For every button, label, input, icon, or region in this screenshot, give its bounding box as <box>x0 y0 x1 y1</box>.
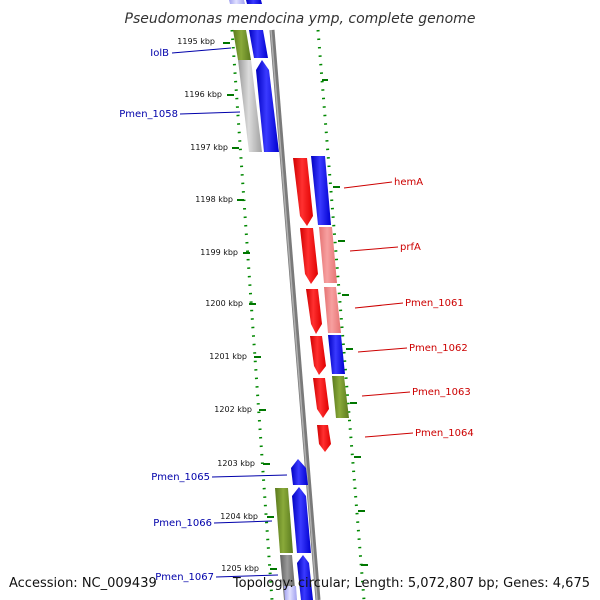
gene-pmen1061-pink[interactable] <box>324 287 341 333</box>
gene-label-hema[interactable]: hemA <box>394 177 423 188</box>
leader-line <box>171 47 232 54</box>
genome-backbone <box>269 29 321 600</box>
tick-label: 1198 kbp <box>195 195 233 204</box>
left-ruler-line <box>230 29 274 600</box>
leader-line <box>179 111 241 115</box>
tick-label: 1195 kbp <box>177 37 215 46</box>
gene-arrow-blue[interactable] <box>229 0 245 4</box>
tick-label: 1202 kbp <box>214 405 252 414</box>
tick-label: 1196 kbp <box>184 90 222 99</box>
tick-label: 1199 kbp <box>200 248 238 257</box>
gene-label-pmen1064[interactable]: Pmen_1064 <box>415 428 474 439</box>
gene-hema-red[interactable] <box>293 158 313 226</box>
right-ruler-line <box>316 29 366 600</box>
gene-label-pmen1062[interactable]: Pmen_1062 <box>409 343 468 354</box>
gene-pmen1067-light[interactable] <box>284 586 297 600</box>
gene-label-pmen1058[interactable]: Pmen_1058 <box>119 109 178 120</box>
gene-pmen1058-gray[interactable] <box>238 60 262 152</box>
left-leader-lines <box>171 47 288 578</box>
leader-line <box>343 181 393 189</box>
gene-hema-blue[interactable] <box>311 156 331 225</box>
gene-pmen1061-red[interactable] <box>306 289 322 334</box>
gene-label-iolb[interactable]: IolB <box>150 48 169 59</box>
leader-line <box>349 246 399 252</box>
gene-prfa-red[interactable] <box>300 228 318 284</box>
leader-line <box>354 302 404 309</box>
right-tick-marks <box>322 79 368 566</box>
gene-pmen1066-blue[interactable] <box>292 487 311 553</box>
leader-line <box>213 520 273 524</box>
gene-iolb-olive[interactable] <box>233 30 251 60</box>
gene-pmen1058-blue[interactable] <box>256 60 279 152</box>
gene-pmen1066-olive[interactable] <box>275 488 293 553</box>
gene-pmen1062-red[interactable] <box>310 336 326 375</box>
gene-label-pmen1067[interactable]: Pmen_1067 <box>155 572 214 583</box>
gene-label-pmen1066[interactable]: Pmen_1066 <box>153 518 212 529</box>
gene-pmen1065-blue[interactable] <box>291 459 308 485</box>
gene-pmen1063-olive[interactable] <box>332 376 349 418</box>
gene-label-pmen1063[interactable]: Pmen_1063 <box>412 387 471 398</box>
gene-pmen1064-red[interactable] <box>317 425 331 452</box>
leader-line <box>215 574 279 578</box>
gene-prfa-pink[interactable] <box>319 227 337 283</box>
genome-title: Pseudomonas mendocina ymp, complete geno… <box>125 11 476 27</box>
gene-pmen1062-blue[interactable] <box>328 335 345 374</box>
gene-label-prfa[interactable]: prfA <box>400 242 421 253</box>
leader-line <box>364 432 414 438</box>
accession-text: Accession: NC_009439 <box>9 576 157 591</box>
tick-label: 1197 kbp <box>190 143 228 152</box>
gene-pmen1067-blue[interactable] <box>297 555 313 600</box>
gene-pmen1063-red[interactable] <box>313 378 329 418</box>
gene-label-pmen1065[interactable]: Pmen_1065 <box>151 472 210 483</box>
gene-arrow-blue[interactable] <box>246 0 262 4</box>
genome-backbone-highlight <box>270 29 318 600</box>
gene-iolb-blue[interactable] <box>249 30 268 58</box>
tick-label: 1200 kbp <box>205 299 243 308</box>
topology-text: Topology: circular; Length: 5,072,807 bp… <box>232 576 590 591</box>
tick-label: 1201 kbp <box>209 352 247 361</box>
tick-label: 1203 kbp <box>217 459 255 468</box>
tick-label: 1204 kbp <box>220 512 258 521</box>
leader-line <box>211 474 288 478</box>
gene-label-pmen1061[interactable]: Pmen_1061 <box>405 298 464 309</box>
left-tick-marks <box>223 42 277 570</box>
leader-line <box>357 347 408 353</box>
right-leader-lines <box>343 181 414 438</box>
leader-line <box>361 391 411 397</box>
tick-label: 1205 kbp <box>221 564 259 573</box>
